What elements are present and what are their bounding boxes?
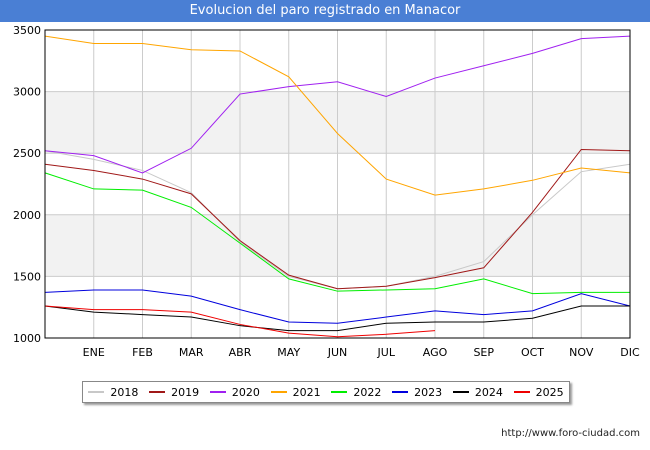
- x-axis-ticks: ENE FEB MAR ABR MAY JUN JUL AGO SEP OCT NOV DIC: [83, 346, 640, 359]
- x-tick-label: NOV: [569, 346, 594, 359]
- legend-item-2021: 2021: [270, 385, 321, 399]
- series-line-2021: [44, 35, 631, 196]
- legend-item-2019: 2019: [149, 386, 199, 399]
- x-tick-label: MAR: [179, 346, 204, 359]
- legend-swatch: [209, 391, 226, 393]
- source-link[interactable]: http://www.foro-ciudad.com: [501, 428, 640, 439]
- y-tick-label: 1500: [13, 270, 41, 283]
- legend-label: 2021: [292, 385, 321, 399]
- legend-label: 2022: [353, 385, 382, 399]
- x-tick-label: JUL: [377, 346, 396, 359]
- x-tick-label: SEP: [473, 346, 494, 359]
- grid-lines: [45, 29, 630, 339]
- legend-label: 2020: [231, 385, 260, 399]
- x-tick-label: JUN: [327, 346, 348, 359]
- x-tick-label: AGO: [423, 346, 448, 359]
- x-tick-label: OCT: [521, 346, 544, 359]
- legend-item-2024: 2024: [452, 385, 503, 399]
- y-tick-label: 2500: [13, 147, 41, 160]
- legend-label: 2019: [171, 385, 200, 399]
- y-tick-label: 2000: [13, 209, 41, 222]
- legend-item-2018: 2018: [88, 386, 138, 399]
- x-tick-label: ABR: [229, 346, 252, 359]
- series-line-2019: [44, 148, 631, 290]
- series-line-2020: [44, 35, 631, 174]
- legend-label: 2025: [535, 385, 564, 399]
- x-tick-label: FEB: [132, 346, 153, 359]
- legend-swatch: [149, 391, 166, 393]
- y-tick-label: 1000: [13, 332, 41, 345]
- chart-title: Evolucion del paro registrado en Manacor: [0, 0, 650, 22]
- series-lines: [44, 35, 631, 338]
- legend-swatch: [331, 391, 348, 393]
- y-tick-label: 3500: [13, 24, 41, 37]
- series-line-2023: [44, 289, 631, 324]
- legend-label: 2023: [414, 385, 443, 399]
- legend-swatch: [392, 391, 409, 393]
- legend-item-2020: 2020: [209, 385, 260, 399]
- series-line-2022: [44, 172, 630, 295]
- series-line-2025: [44, 305, 436, 338]
- legend: 2018 2019 2020 2021 2022 2023 2024 2025: [82, 381, 570, 403]
- x-tick-label: MAY: [277, 346, 300, 359]
- y-axis-ticks: 1000 1500 2000 2500 3000 3500: [13, 24, 41, 345]
- legend-swatch: [88, 391, 105, 393]
- legend-item-2025: 2025: [513, 385, 564, 399]
- y-tick-label: 3000: [13, 86, 41, 99]
- legend-label: 2024: [474, 385, 503, 399]
- series-line-2024: [44, 305, 630, 332]
- legend-item-2022: 2022: [331, 386, 381, 399]
- legend-swatch: [513, 391, 530, 393]
- legend-swatch: [270, 391, 287, 393]
- x-tick-label: ENE: [83, 346, 105, 359]
- legend-item-2023: 2023: [392, 386, 442, 399]
- legend-label: 2018: [110, 385, 139, 399]
- x-tick-label: DIC: [620, 346, 640, 359]
- plot-frame: [44, 29, 631, 339]
- legend-swatch: [452, 391, 469, 393]
